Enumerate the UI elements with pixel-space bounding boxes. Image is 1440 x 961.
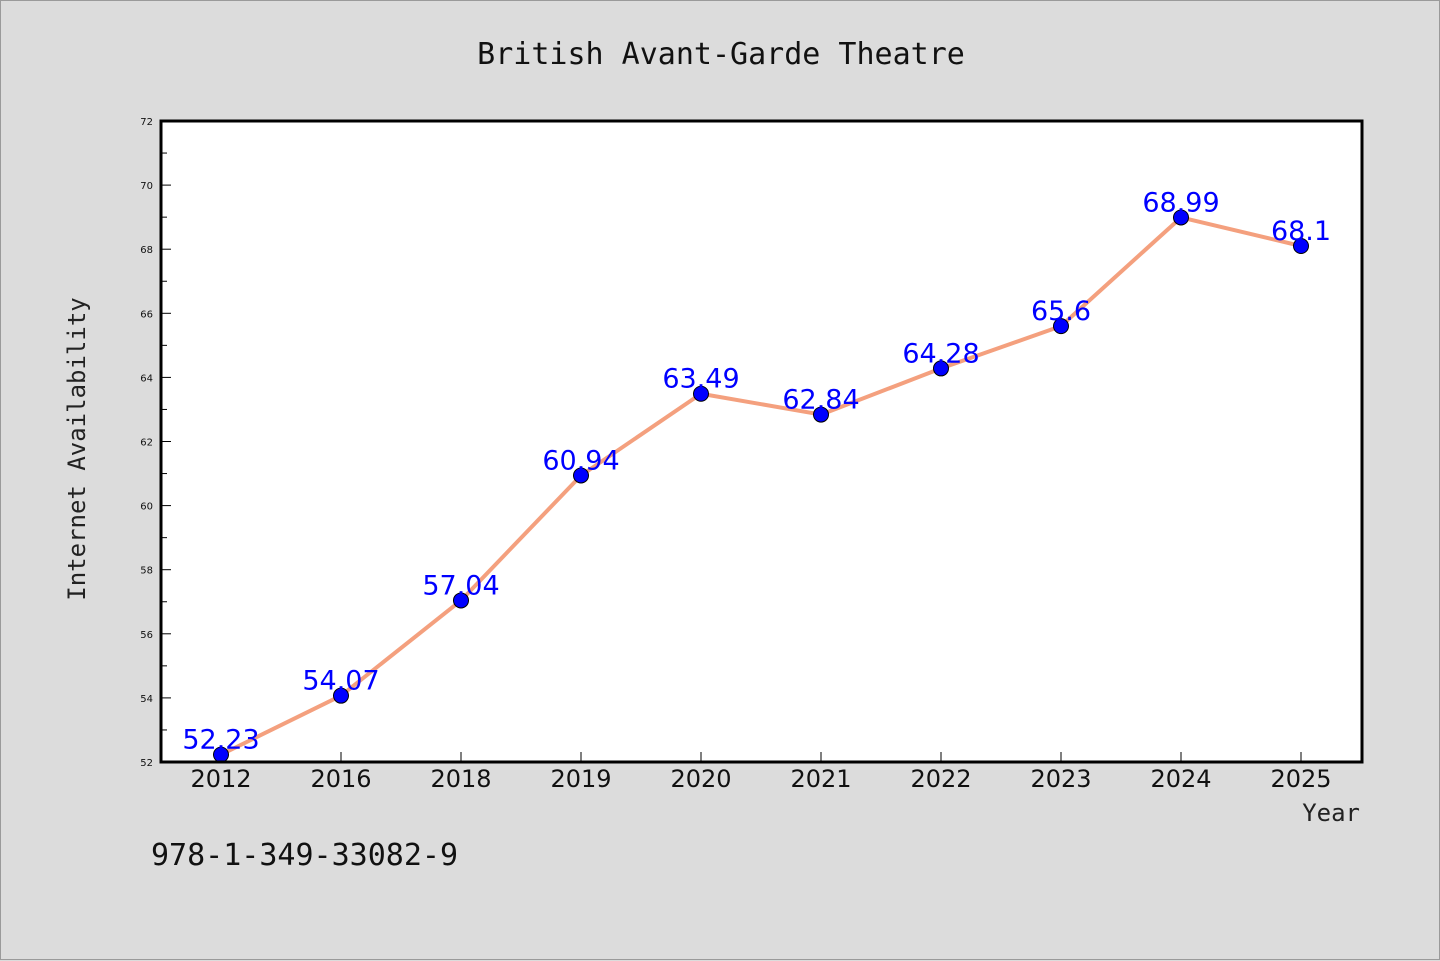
data-point: [1173, 209, 1189, 226]
y-tick-label: 66: [140, 309, 153, 320]
x-axis-label: Year: [1302, 799, 1360, 827]
y-tick-label: 56: [140, 630, 153, 641]
x-tick-label: 2016: [310, 765, 371, 793]
data-labels: 52.23 54.07 57.04 60.94 63.49 62.84 64.28 65.6 6…: [182, 187, 1331, 755]
y-tick-label: 70: [140, 181, 153, 192]
data-point: [1293, 237, 1309, 254]
data-label: 62.84: [782, 385, 859, 416]
x-tick-label: 2023: [1030, 765, 1091, 793]
data-label: 68.99: [1142, 187, 1219, 218]
x-tick-label: 2024: [1150, 765, 1211, 793]
y-axis-label: Internet Availability: [63, 297, 91, 600]
y-tick-label: 64: [140, 373, 153, 384]
y-tick-label: 62: [140, 438, 153, 449]
data-point: [933, 360, 949, 377]
data-label: 60.94: [542, 445, 619, 476]
data-label: 64.28: [902, 338, 979, 369]
data-markers: [213, 209, 1309, 763]
x-tick-label: 2025: [1270, 765, 1331, 793]
x-tick-label: 2019: [550, 765, 611, 793]
plot-area: [161, 121, 1362, 762]
chart-title: British Avant-Garde Theatre: [477, 37, 965, 72]
data-point: [333, 687, 349, 704]
data-point: [453, 592, 469, 609]
data-label: 63.49: [662, 364, 739, 395]
x-tick-label: 2018: [430, 765, 491, 793]
x-tick-label: 2022: [910, 765, 971, 793]
data-point: [573, 467, 589, 484]
y-tick-label: 72: [140, 117, 153, 128]
data-label: 52.23: [182, 725, 259, 756]
y-tick-label: 54: [140, 694, 153, 705]
data-point: [1053, 318, 1069, 335]
isbn-text: 978-1-349-33082-9: [151, 838, 458, 873]
y-tick-label: 52: [140, 758, 153, 769]
data-label: 65.6: [1031, 296, 1091, 327]
x-tick-label: 2021: [790, 765, 851, 793]
data-point: [693, 385, 709, 402]
x-tick-label: 2020: [670, 765, 731, 793]
data-label: 68.1: [1271, 216, 1331, 247]
plot-border: [159, 119, 1364, 764]
y-tick-label: 60: [140, 502, 153, 513]
data-point: [813, 406, 829, 423]
series-line-group: [219, 215, 1303, 757]
y-tick-label: 68: [140, 245, 153, 256]
data-label: 54.07: [302, 666, 379, 697]
x-tick-label: 2012: [190, 765, 251, 793]
data-label: 57.04: [422, 570, 499, 601]
series-line: [219, 215, 1303, 757]
y-axis-ticks: 52 54 56 58 60 62 64 66 68 70 72: [140, 117, 171, 769]
y-tick-label: 58: [140, 566, 153, 577]
x-axis-ticks: 2012 2016 2018 2019 2020 2021 2022 2023 2024 2025: [190, 752, 1332, 793]
